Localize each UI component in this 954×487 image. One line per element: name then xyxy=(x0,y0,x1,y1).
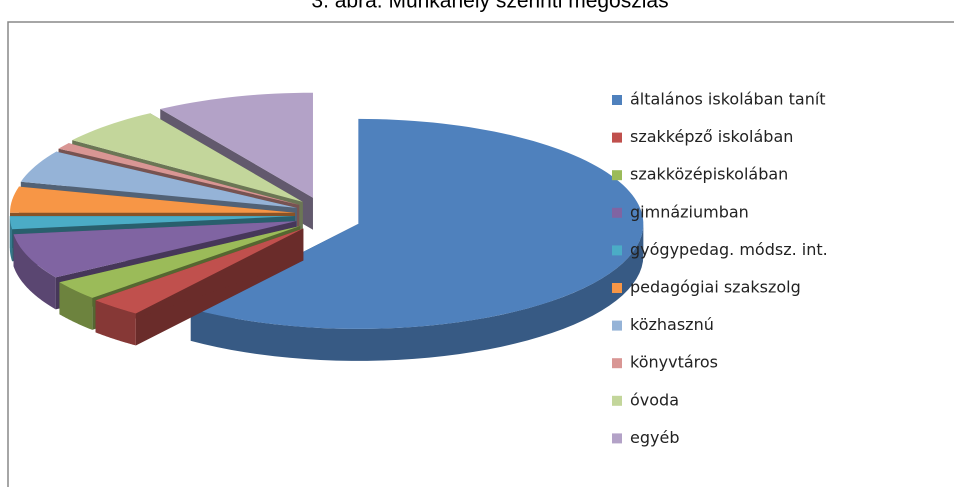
legend-label: szakképző iskolában xyxy=(630,127,793,146)
slice-top xyxy=(59,226,301,298)
slice-top xyxy=(20,151,297,208)
legend-swatch xyxy=(612,433,622,444)
legend-swatch xyxy=(612,132,622,143)
legend-label: óvoda xyxy=(630,390,679,409)
chart-frame xyxy=(7,21,954,487)
legend-label: közhasznú xyxy=(630,315,714,334)
legend-label: általános iskolában tanít xyxy=(630,90,826,109)
slice-top xyxy=(160,92,313,198)
pie xyxy=(9,92,644,361)
legend-swatch xyxy=(612,170,622,181)
legend-swatch xyxy=(612,358,622,369)
legend-swatch xyxy=(612,395,622,406)
slice-side xyxy=(59,282,93,330)
legend-label: könyvtáros xyxy=(630,353,718,372)
slice-top xyxy=(72,113,303,202)
slice xyxy=(95,228,304,346)
legend-swatch xyxy=(612,95,622,105)
legend-label: gyógypedag. módsz. int. xyxy=(630,240,828,259)
chart-title: 3. ábra: Munkahely szerinti megoszlás xyxy=(311,0,668,13)
slice-top xyxy=(95,228,304,314)
legend: általános iskolában tanít szakképző iskol… xyxy=(612,90,828,447)
slice-top xyxy=(190,118,644,329)
slice-top xyxy=(58,143,300,205)
slice-top xyxy=(9,216,295,230)
legend-swatch xyxy=(612,320,622,331)
legend-label: gimnáziumban xyxy=(630,202,749,221)
legend-label: egyéb xyxy=(630,428,679,447)
legend-label: szakközépiskolában xyxy=(630,165,788,184)
slice xyxy=(190,118,644,361)
legend-swatch xyxy=(612,283,622,293)
legend-swatch xyxy=(612,245,622,256)
slice-side xyxy=(190,223,644,361)
legend-label: pedagógiai szakszolg xyxy=(630,278,801,297)
slice-top xyxy=(9,186,295,213)
slice-side xyxy=(95,300,136,346)
slice-top xyxy=(13,221,297,278)
legend-swatch xyxy=(612,207,622,218)
slice-side xyxy=(9,216,13,262)
slice-side xyxy=(13,234,56,310)
